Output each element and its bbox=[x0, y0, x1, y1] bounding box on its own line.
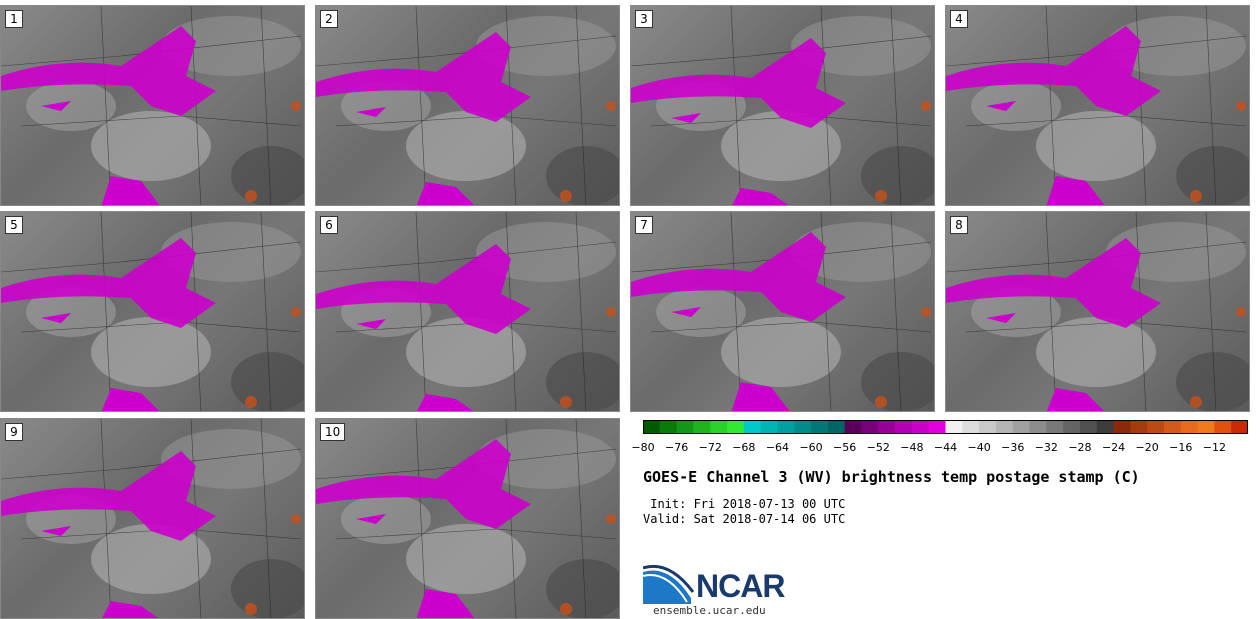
colorbar-segment bbox=[995, 420, 1014, 434]
colorbar-segment bbox=[1113, 420, 1131, 434]
panel-number-label: 10 bbox=[320, 423, 346, 441]
colorbar-tick-label: −56 bbox=[833, 441, 857, 454]
satellite-map-image bbox=[946, 6, 1249, 205]
colorbar-tick-label: −36 bbox=[1001, 441, 1025, 454]
satellite-map-image bbox=[1, 212, 304, 411]
colorbar-segment bbox=[1180, 420, 1199, 434]
colorbar-tick-label: −20 bbox=[1135, 441, 1159, 454]
satellite-map-image bbox=[1, 6, 304, 205]
panel-number-label: 9 bbox=[5, 423, 23, 441]
valid-time: Valid: Sat 2018-07-14 06 UTC bbox=[643, 512, 846, 526]
panel-number-label: 2 bbox=[320, 10, 338, 28]
colorbar-segment bbox=[659, 420, 678, 434]
colorbar-segment bbox=[1012, 420, 1031, 434]
colorbar-tick-label: −60 bbox=[799, 441, 823, 454]
forecast-panel: 2 bbox=[315, 5, 620, 206]
colorbar-tick-label: −80 bbox=[631, 441, 655, 454]
colorbar-border bbox=[643, 420, 1248, 434]
colorbar-segment bbox=[676, 420, 694, 434]
panel-number-label: 3 bbox=[635, 10, 653, 28]
colorbar-segment bbox=[1197, 420, 1215, 434]
panel-number-label: 4 bbox=[950, 10, 968, 28]
colorbar-segment bbox=[911, 420, 930, 434]
forecast-panel: 6 bbox=[315, 211, 620, 412]
colorbar-tick-label: −24 bbox=[1101, 441, 1126, 454]
colorbar-tick-label: −64 bbox=[765, 441, 790, 454]
colorbar-segment bbox=[693, 420, 711, 434]
satellite-map-image bbox=[316, 419, 619, 618]
colorbar-segment bbox=[727, 420, 745, 434]
forecast-panel: 9 bbox=[0, 418, 305, 619]
satellite-map-image bbox=[316, 212, 619, 411]
colorbar-segment bbox=[979, 420, 997, 434]
colorbar-segment bbox=[743, 420, 762, 434]
colorbar-tick-label: −68 bbox=[732, 441, 756, 454]
colorbar-segment bbox=[760, 420, 778, 434]
panel-number-label: 8 bbox=[950, 216, 968, 234]
colorbar-segment bbox=[962, 420, 980, 434]
colorbar-tick-label: −48 bbox=[900, 441, 924, 454]
panel-number-label: 1 bbox=[5, 10, 23, 28]
colorbar-segment bbox=[878, 420, 896, 434]
satellite-map-image bbox=[631, 212, 934, 411]
colorbar-segment bbox=[827, 420, 846, 434]
forecast-panel: 4 bbox=[945, 5, 1250, 206]
forecast-panel: 3 bbox=[630, 5, 935, 206]
colorbar-segment bbox=[777, 420, 795, 434]
colorbar-tick-label: −76 bbox=[665, 441, 689, 454]
init-time: Init: Fri 2018-07-13 00 UTC bbox=[643, 497, 846, 511]
colorbar-segment bbox=[794, 420, 812, 434]
colorbar-segment bbox=[1096, 420, 1115, 434]
colorbar-tick-label: −52 bbox=[866, 441, 890, 454]
colorbar bbox=[643, 420, 1248, 434]
forecast-panel: 8 bbox=[945, 211, 1250, 412]
colorbar-segment bbox=[710, 420, 728, 434]
colorbar-segment bbox=[928, 420, 946, 434]
colorbar-tick-label: −72 bbox=[698, 441, 722, 454]
logo-text: NCAR bbox=[696, 568, 785, 604]
colorbar-tick-label: −32 bbox=[1034, 441, 1058, 454]
colorbar-segment bbox=[811, 420, 829, 434]
ncar-logo-icon bbox=[643, 562, 695, 604]
colorbar-segment bbox=[1231, 420, 1248, 434]
colorbar-segment bbox=[1029, 420, 1047, 434]
colorbar-segment bbox=[1147, 420, 1165, 434]
colorbar-segment bbox=[1063, 420, 1081, 434]
colorbar-tick-label: −40 bbox=[967, 441, 991, 454]
panel-number-label: 6 bbox=[320, 216, 338, 234]
panel-number-label: 7 bbox=[635, 216, 653, 234]
colorbar-segment bbox=[844, 420, 862, 434]
satellite-map-image bbox=[631, 6, 934, 205]
colorbar-segment bbox=[861, 420, 879, 434]
colorbar-segment bbox=[895, 420, 913, 434]
colorbar-segment bbox=[1046, 420, 1064, 434]
colorbar-tick-label: −44 bbox=[933, 441, 958, 454]
satellite-map-image bbox=[946, 212, 1249, 411]
colorbar-segment bbox=[1130, 420, 1148, 434]
colorbar-segment bbox=[643, 420, 661, 434]
forecast-panel: 5 bbox=[0, 211, 305, 412]
forecast-panel: 1 bbox=[0, 5, 305, 206]
satellite-map-image bbox=[316, 6, 619, 205]
colorbar-segment bbox=[1079, 420, 1098, 434]
colorbar-segment bbox=[945, 420, 963, 434]
panel-number-label: 5 bbox=[5, 216, 23, 234]
colorbar-tick-label: −12 bbox=[1202, 441, 1226, 454]
colorbar-segment bbox=[1163, 420, 1182, 434]
colorbar-segment bbox=[1214, 420, 1232, 434]
colorbar-tick-label: −28 bbox=[1068, 441, 1092, 454]
forecast-panel: 10 bbox=[315, 418, 620, 619]
page-title: GOES-E Channel 3 (WV) brightness temp po… bbox=[643, 468, 1140, 486]
colorbar-tick-label: −16 bbox=[1169, 441, 1193, 454]
logo-url: ensemble.ucar.edu bbox=[653, 604, 766, 617]
satellite-map-image bbox=[1, 419, 304, 618]
forecast-panel: 7 bbox=[630, 211, 935, 412]
